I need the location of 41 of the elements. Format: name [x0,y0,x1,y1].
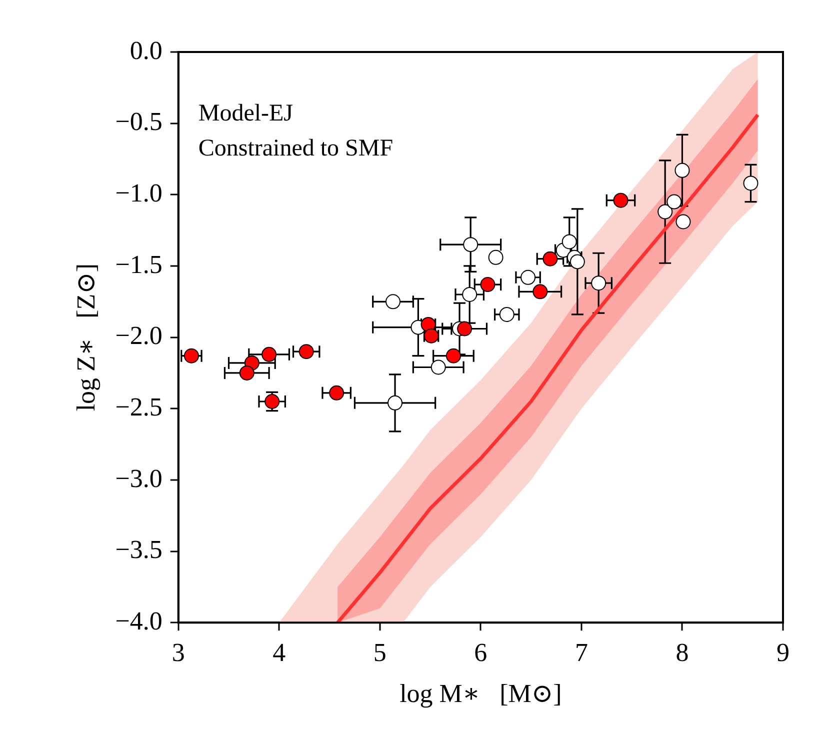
point [262,346,277,362]
point [388,395,403,410]
x-tick-label: 5 [373,638,386,668]
point [666,194,682,210]
y-tick-label: −2.5 [115,392,162,422]
point [674,162,690,178]
x-axis-title: log M∗ [M⊙] [400,679,562,708]
y-tick-label: −3.5 [115,535,162,564]
point [329,385,344,400]
point [462,287,478,302]
x-tick-label: 4 [272,638,286,668]
point [743,176,758,191]
point [542,251,558,266]
y-tick-label: −1.5 [115,250,162,279]
point [239,365,254,380]
point [463,237,478,252]
x-tick-label: 9 [776,638,790,668]
x-tick-label: 6 [474,638,488,668]
point [532,284,548,300]
annotation: Model-EJ [198,100,294,126]
point [658,204,673,220]
point [676,214,691,230]
point [480,277,496,292]
x-tick-label: 7 [574,638,588,668]
point [184,348,199,364]
y-tick-label: −3.0 [115,464,162,493]
point [570,254,585,270]
point [613,192,628,208]
y-tick-label: −4.0 [115,606,162,636]
point [591,276,606,291]
y-tick-label: 0.0 [130,36,162,65]
point [562,234,577,250]
point [446,348,461,364]
y-tick-label: −2.0 [115,321,162,350]
annotation: Constrained to SMF [198,135,394,162]
x-tick-label: 8 [676,638,689,668]
y-tick-label: −0.5 [115,107,162,136]
point [298,344,314,360]
y-axis-title: log Z∗ [Z⊙] [71,263,100,412]
y-tick-label: −1.0 [115,178,162,208]
x-tick-label: 3 [172,638,185,668]
